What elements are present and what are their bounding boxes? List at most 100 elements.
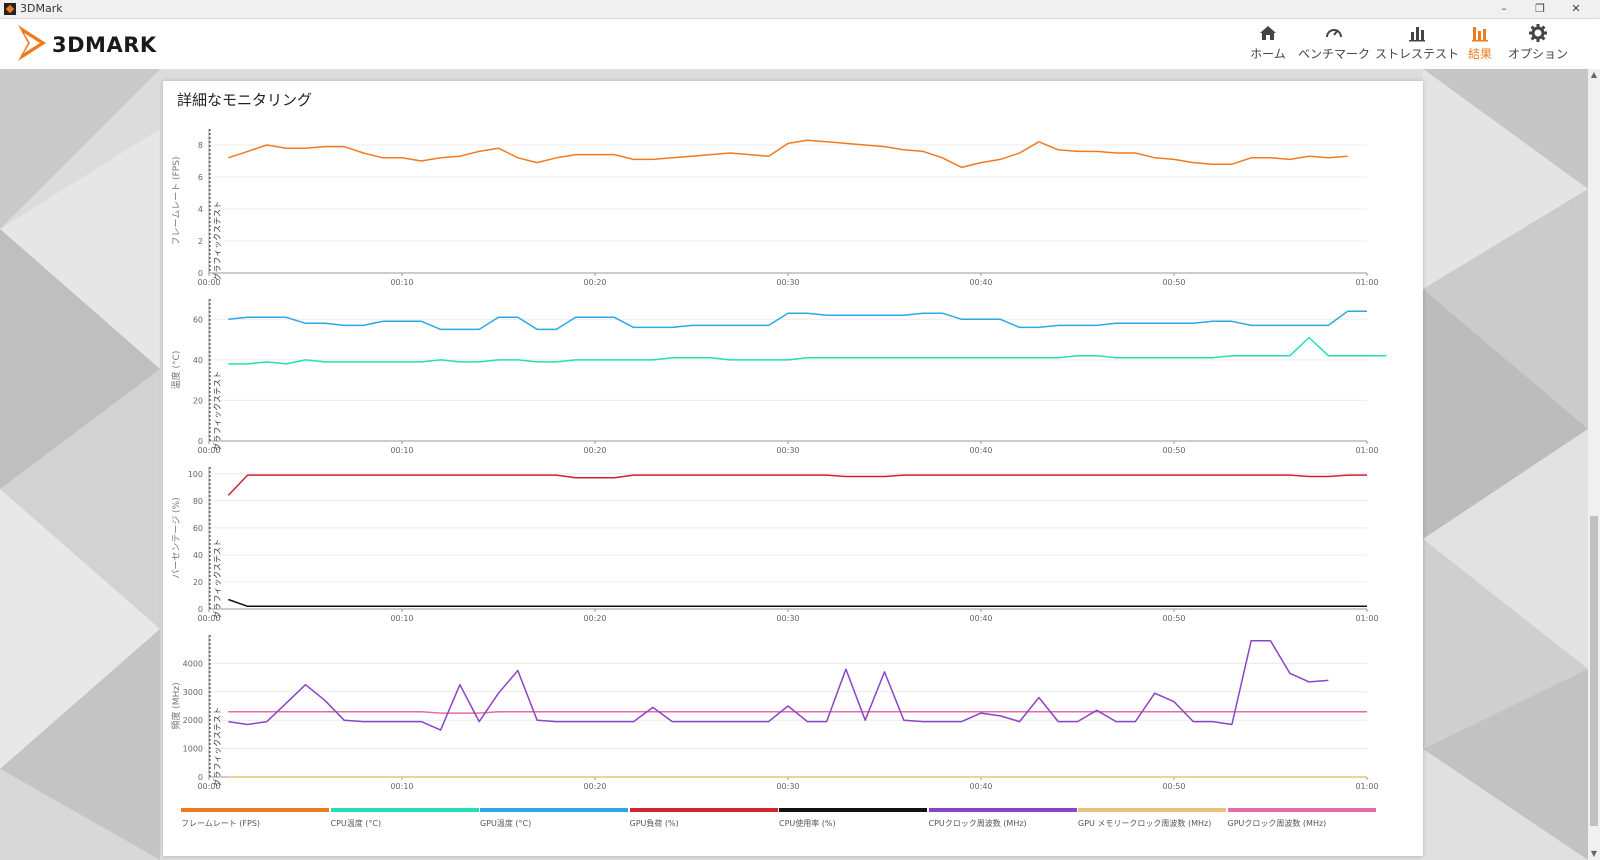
x-tick-label: 00:40 — [969, 782, 992, 791]
x-tick-label: 01:00 — [1355, 278, 1378, 287]
x-tick-label: 00:00 — [197, 614, 220, 623]
minimize-button[interactable]: – — [1501, 2, 1507, 15]
legend-color-bar — [928, 808, 1077, 812]
y-tick-label: 80 — [193, 497, 203, 506]
gear-icon — [1529, 24, 1547, 42]
x-tick-label: 00:40 — [969, 446, 992, 455]
bar-chart-icon — [1409, 27, 1425, 42]
y-tick-label: 2000 — [183, 716, 203, 725]
legend-label: GPU温度 (°C) — [480, 819, 532, 828]
x-tick-label: 00:20 — [583, 782, 606, 791]
x-tick-label: 00:50 — [1162, 782, 1185, 791]
scroll-down-arrow-icon[interactable]: ▼ — [1590, 849, 1598, 858]
y-tick-label: 20 — [193, 578, 203, 587]
x-tick-label: 00:30 — [776, 446, 799, 455]
y-tick-label: 40 — [193, 551, 203, 560]
legend-item[interactable]: GPU メモリークロック周波数 (MHz) — [1078, 808, 1226, 834]
series-line — [228, 336, 1387, 365]
legend-label: フレームレート (FPS) — [181, 819, 261, 828]
x-tick-label: 00:40 — [969, 278, 992, 287]
x-tick-label: 00:10 — [390, 614, 413, 623]
x-tick-label: 00:10 — [390, 782, 413, 791]
x-tick-label: 01:00 — [1355, 782, 1378, 791]
close-button[interactable]: ✕ — [1571, 2, 1581, 15]
legend-item[interactable]: CPU温度 (°C) — [330, 808, 479, 834]
x-tick-label: 00:20 — [583, 446, 606, 455]
test-marker-label: グラフィックステスト — [212, 201, 222, 281]
nav-home-label: ホーム — [1250, 47, 1286, 61]
legend-color-bar — [629, 808, 778, 812]
window-title: 3DMark — [20, 2, 63, 15]
legend-color-bar — [1227, 808, 1376, 812]
panel-title: 詳細なモニタリング — [177, 91, 313, 109]
x-tick-label: 00:50 — [1162, 446, 1185, 455]
x-tick-label: 00:30 — [776, 782, 799, 791]
series-line — [227, 474, 1367, 496]
legend-item[interactable]: GPUクロック周波数 (MHz) — [1227, 808, 1376, 834]
x-tick-label: 00:30 — [776, 614, 799, 623]
nav-stress-test[interactable]: ストレステスト — [1374, 23, 1460, 62]
y-tick-label: 0 — [198, 605, 203, 614]
nav-benchmark[interactable]: ベンチマーク — [1292, 23, 1376, 62]
x-tick-label: 00:50 — [1162, 614, 1185, 623]
nav-home[interactable]: ホーム — [1238, 23, 1298, 62]
y-axis-label: フレームレート (FPS) — [171, 157, 182, 246]
legend-item[interactable]: GPU負荷 (%) — [629, 808, 778, 834]
y-tick-label: 4000 — [183, 659, 203, 668]
x-tick-label: 00:40 — [969, 614, 992, 623]
y-tick-label: 60 — [193, 524, 203, 533]
nav-options[interactable]: オプション — [1508, 23, 1568, 62]
x-tick-label: 00:30 — [776, 278, 799, 287]
y-tick-label: 60 — [193, 315, 203, 324]
logo: 3DMARK — [14, 23, 214, 63]
series-line — [228, 710, 1367, 714]
legend-item[interactable]: CPU使用率 (%) — [779, 808, 927, 834]
y-tick-label: 2 — [198, 237, 203, 246]
scroll-up-arrow-icon[interactable]: ▲ — [1590, 70, 1598, 79]
x-tick-label: 00:50 — [1162, 278, 1185, 287]
home-icon — [1260, 26, 1276, 40]
y-tick-label: 0 — [198, 269, 203, 278]
x-tick-label: 01:00 — [1355, 614, 1378, 623]
x-tick-label: 00:20 — [583, 278, 606, 287]
y-axis-label: パーセンテージ (%) — [171, 497, 182, 578]
legend-item[interactable]: CPUクロック周波数 (MHz) — [928, 808, 1077, 834]
legend-label: GPU負荷 (%) — [629, 819, 679, 828]
legend-item[interactable]: フレームレート (FPS) — [181, 808, 329, 834]
monitoring-charts: 0 2 4 6 8 00:00 00:10 00:20 00:30 00:40 00:50 01:00… — [170, 129, 1387, 791]
legend-color-bar — [779, 808, 927, 812]
vertical-scrollbar[interactable]: ▲ ▼ — [1588, 69, 1600, 860]
scrollbar-thumb[interactable] — [1590, 516, 1598, 826]
legend-label: GPUクロック周波数 (MHz) — [1227, 819, 1327, 828]
y-tick-label: 6 — [198, 173, 203, 182]
y-tick-label: 20 — [193, 396, 203, 405]
series-line — [228, 139, 1348, 169]
nav-options-label: オプション — [1508, 47, 1569, 61]
legend-label: CPU温度 (°C) — [330, 819, 382, 828]
legend-item[interactable]: GPU温度 (°C) — [480, 808, 628, 834]
legend-color-bar — [480, 808, 628, 812]
logo-text: 3DMARK — [52, 33, 157, 57]
test-marker-label: グラフィックステスト — [212, 707, 222, 787]
y-tick-label: 40 — [193, 356, 203, 365]
series-line — [228, 310, 1367, 331]
y-tick-label: 0 — [198, 437, 203, 446]
y-tick-label: 1000 — [183, 745, 203, 754]
y-tick-label: 100 — [188, 470, 203, 479]
logo-mark-icon — [18, 25, 46, 61]
y-axis-label: 温度 (°C) — [170, 351, 182, 390]
restore-button[interactable]: ❐ — [1535, 2, 1545, 15]
x-tick-label: 00:00 — [197, 278, 220, 287]
nav-results[interactable]: 結果 — [1458, 23, 1502, 62]
window-titlebar: 3DMark – ❐ ✕ — [0, 0, 1600, 19]
monitoring-panel: 詳細なモニタリング 0 2 4 6 8 00:00 00:10 00:20 00:30 00:40… — [163, 81, 1423, 856]
legend-color-bar — [1078, 808, 1226, 812]
results-icon — [1472, 27, 1488, 42]
x-tick-label: 00:00 — [197, 446, 220, 455]
series-line — [228, 598, 1367, 608]
nav-benchmark-label: ベンチマーク — [1297, 47, 1370, 61]
y-tick-label: 4 — [198, 205, 203, 214]
app-icon — [4, 3, 16, 15]
nav-results-label: 結果 — [1467, 47, 1492, 61]
nav-stress-test-label: ストレステスト — [1374, 47, 1459, 61]
